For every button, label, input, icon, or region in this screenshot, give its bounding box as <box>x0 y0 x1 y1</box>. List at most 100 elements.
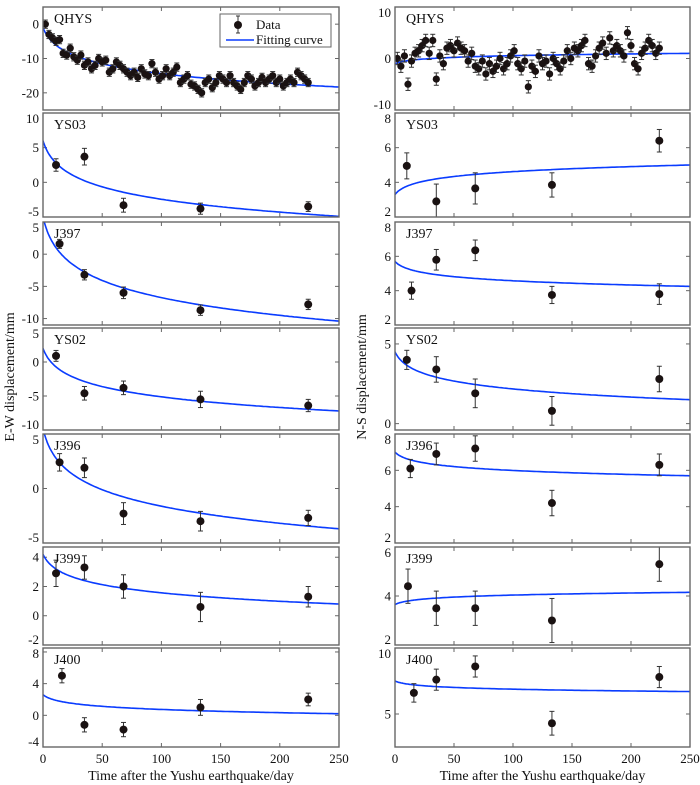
data-marker <box>553 60 561 68</box>
data-marker <box>407 286 416 295</box>
panel-frame <box>42 647 340 748</box>
data-point <box>119 721 128 738</box>
data-marker <box>499 65 508 73</box>
data-marker <box>137 65 145 73</box>
fitting-curve <box>395 591 690 606</box>
data-point <box>77 50 85 60</box>
data-point <box>634 62 642 76</box>
data-point <box>425 46 433 61</box>
x-axis-label: Time after the Yushu earthquake/day <box>88 769 294 784</box>
panel-ns-ys03: 8 6 4 2 YS03 <box>385 111 691 219</box>
data-marker <box>102 56 110 64</box>
data-point <box>119 380 128 396</box>
data-marker <box>80 720 89 729</box>
data-point <box>471 435 480 462</box>
data-marker <box>432 197 441 206</box>
y-tick-label: -4 <box>28 734 39 749</box>
data-marker <box>641 44 649 52</box>
data-marker <box>471 662 480 671</box>
data-marker <box>652 49 660 57</box>
station-label: J396 <box>54 439 80 454</box>
data-marker <box>432 675 441 684</box>
data-marker <box>196 204 205 213</box>
data-marker <box>592 52 600 60</box>
y-tick-label: 2 <box>385 204 392 219</box>
data-marker <box>471 604 480 613</box>
data-marker <box>173 63 181 71</box>
data-point <box>655 547 664 582</box>
data-marker <box>196 602 205 611</box>
data-marker <box>158 72 167 80</box>
data-point <box>304 77 312 88</box>
data-marker <box>531 67 540 75</box>
data-marker <box>205 75 213 83</box>
data-point <box>119 574 128 599</box>
panel-frame <box>42 112 340 218</box>
data-point <box>406 458 415 479</box>
x-tick-label: 0 <box>392 751 399 766</box>
data-point <box>499 62 508 76</box>
y-tick-label: 5 <box>385 336 392 351</box>
data-marker <box>91 61 99 69</box>
data-point <box>144 71 152 81</box>
data-marker <box>403 582 412 591</box>
data-marker <box>588 62 596 70</box>
data-point <box>432 183 441 217</box>
data-marker <box>655 460 664 469</box>
data-point <box>627 38 635 53</box>
panel-frame <box>394 112 691 218</box>
data-point <box>80 385 89 401</box>
data-marker <box>547 719 556 728</box>
data-marker <box>496 54 504 63</box>
data-marker <box>109 65 117 73</box>
data-marker <box>616 47 624 55</box>
data-marker <box>77 51 85 59</box>
data-point <box>162 64 170 74</box>
data-point <box>304 585 313 608</box>
data-point <box>482 67 490 81</box>
data-point <box>409 683 418 703</box>
station-label: QHYS <box>54 12 92 27</box>
data-marker <box>269 72 277 80</box>
data-marker <box>237 85 245 93</box>
data-marker <box>119 383 128 392</box>
data-point <box>429 33 437 48</box>
data-marker <box>429 36 437 45</box>
data-point <box>304 692 313 707</box>
data-marker <box>402 161 411 170</box>
data-point <box>80 457 89 479</box>
data-marker <box>63 51 71 59</box>
data-marker <box>55 458 64 467</box>
data-point <box>471 655 480 678</box>
y-tick-label: 8 <box>385 432 392 447</box>
x-tick-label: 250 <box>680 751 700 766</box>
data-marker <box>196 395 205 404</box>
data-marker <box>66 44 74 52</box>
y-tick-label: -5 <box>28 389 39 404</box>
y-tick-label: 4 <box>385 283 392 298</box>
data-marker <box>130 68 138 76</box>
data-marker <box>418 42 426 50</box>
data-marker <box>304 202 313 211</box>
data-point <box>567 51 575 66</box>
data-point <box>547 285 556 305</box>
data-marker <box>634 65 642 73</box>
station-label: J399 <box>54 552 80 567</box>
data-point <box>432 590 441 626</box>
data-point <box>422 33 430 48</box>
data-marker <box>84 58 92 66</box>
y-tick-label: -5 <box>28 530 39 545</box>
data-point <box>655 665 664 689</box>
data-point <box>63 50 71 60</box>
data-marker <box>655 290 664 299</box>
data-marker <box>450 47 458 55</box>
data-marker <box>471 246 480 255</box>
data-marker <box>196 703 205 712</box>
station-label: J397 <box>54 227 80 242</box>
data-marker <box>606 34 614 42</box>
data-point <box>169 67 177 77</box>
data-marker <box>55 36 64 44</box>
y-tick-label: 0 <box>33 175 40 190</box>
data-marker <box>258 73 266 81</box>
